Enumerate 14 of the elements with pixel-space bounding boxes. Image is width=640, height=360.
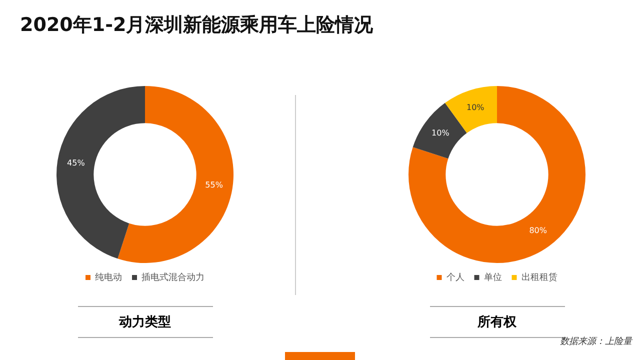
data-label: 10% — [432, 128, 450, 138]
text: 所有权 — [430, 306, 564, 338]
data-label: 10% — [466, 103, 485, 112]
chart-title: 2020年1-2月深圳新能源乘用车上险情况 — [20, 13, 374, 38]
legend-label: 单位 — [484, 272, 502, 283]
data-label: 55% — [205, 180, 224, 190]
text: 动力类型 — [78, 306, 212, 338]
legend-label: 插电式混合动力 — [142, 272, 204, 283]
data-label: 80% — [529, 226, 548, 236]
legend-label: 个人 — [446, 272, 464, 283]
source-note: 数据来源：上险量 — [560, 336, 632, 348]
legend-label: 出租租赁 — [521, 272, 558, 283]
legend-label: 纯电动 — [95, 272, 122, 283]
data-label: 45% — [67, 158, 86, 168]
